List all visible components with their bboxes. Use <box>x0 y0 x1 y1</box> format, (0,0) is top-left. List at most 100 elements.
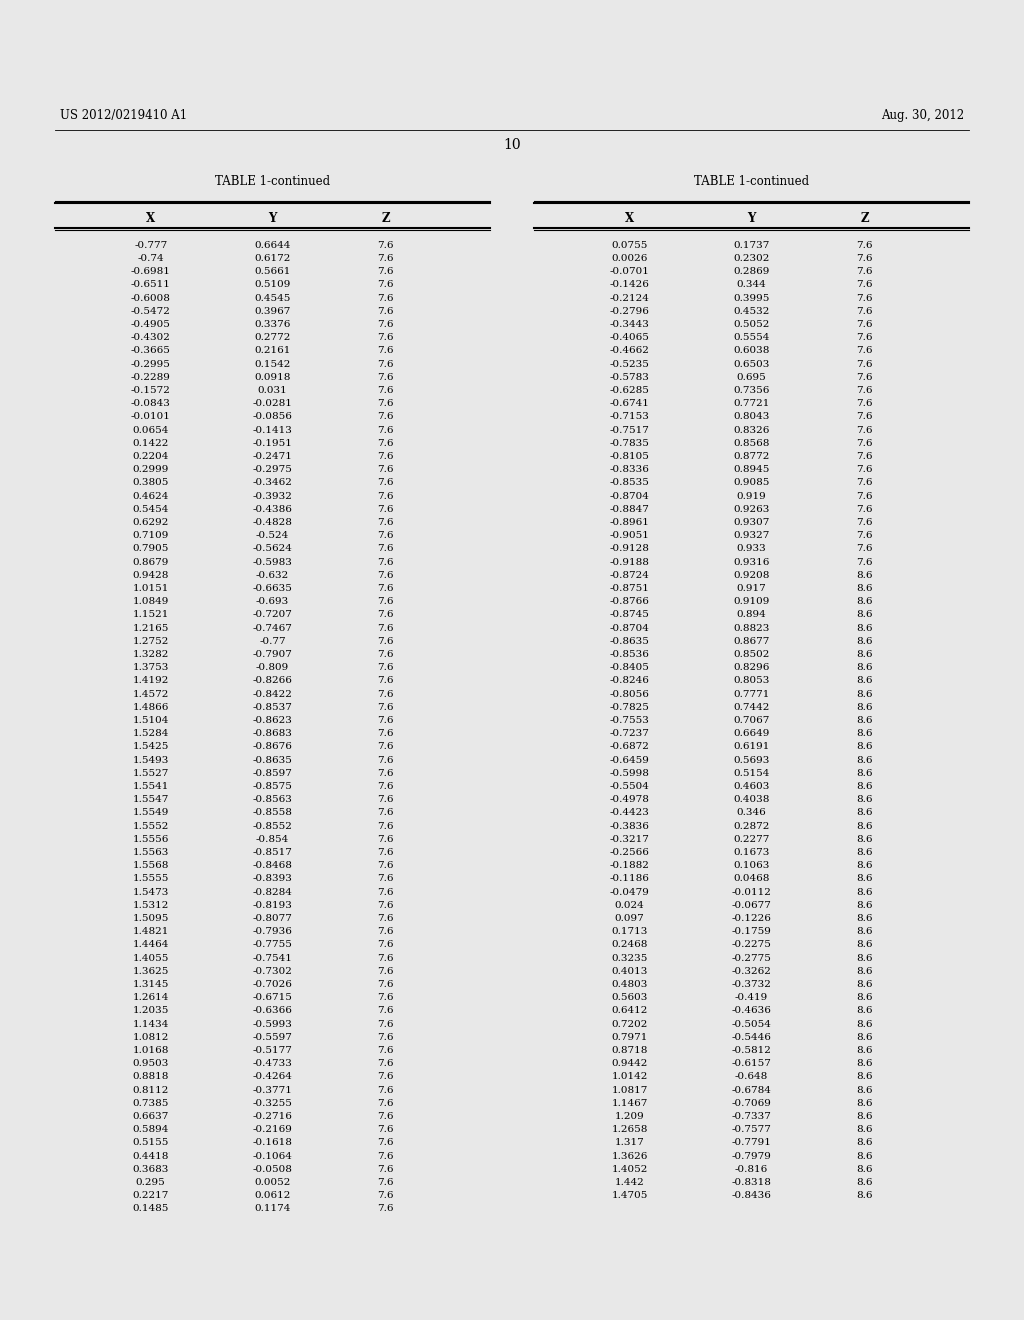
Text: 0.1673: 0.1673 <box>733 847 770 857</box>
Text: 7.6: 7.6 <box>378 715 394 725</box>
Text: -0.8847: -0.8847 <box>609 504 649 513</box>
Text: -0.7907: -0.7907 <box>253 649 293 659</box>
Text: 7.6: 7.6 <box>378 583 394 593</box>
Text: -0.4065: -0.4065 <box>609 333 649 342</box>
Text: 7.6: 7.6 <box>856 425 872 434</box>
Text: 1.0849: 1.0849 <box>132 597 169 606</box>
Text: -0.8266: -0.8266 <box>253 676 293 685</box>
Text: 0.3235: 0.3235 <box>611 953 648 962</box>
Text: 0.5661: 0.5661 <box>254 267 291 276</box>
Text: 8.6: 8.6 <box>856 729 872 738</box>
Text: 7.6: 7.6 <box>378 979 394 989</box>
Text: -0.2975: -0.2975 <box>253 465 293 474</box>
Text: 7.6: 7.6 <box>856 293 872 302</box>
Text: 1.442: 1.442 <box>614 1177 644 1187</box>
Text: 1.4821: 1.4821 <box>132 927 169 936</box>
Text: 0.7905: 0.7905 <box>132 544 169 553</box>
Text: 1.5284: 1.5284 <box>132 729 169 738</box>
Text: 7.6: 7.6 <box>378 702 394 711</box>
Text: 0.9442: 0.9442 <box>611 1059 648 1068</box>
Text: TABLE 1-continued: TABLE 1-continued <box>215 176 330 187</box>
Text: 8.6: 8.6 <box>856 979 872 989</box>
Text: 0.6292: 0.6292 <box>132 517 169 527</box>
Text: 0.5052: 0.5052 <box>733 319 770 329</box>
Text: 7.6: 7.6 <box>378 240 394 249</box>
Text: -0.1572: -0.1572 <box>131 385 171 395</box>
Text: 0.8502: 0.8502 <box>733 649 770 659</box>
Text: -0.816: -0.816 <box>735 1164 768 1173</box>
Text: -0.8575: -0.8575 <box>253 781 293 791</box>
Text: 0.4603: 0.4603 <box>733 781 770 791</box>
Text: -0.8393: -0.8393 <box>253 874 293 883</box>
Text: 7.6: 7.6 <box>378 1151 394 1160</box>
Text: 7.6: 7.6 <box>378 795 394 804</box>
Text: 7.6: 7.6 <box>378 333 394 342</box>
Text: -0.7835: -0.7835 <box>609 438 649 447</box>
Text: 7.6: 7.6 <box>378 478 394 487</box>
Text: 1.5312: 1.5312 <box>132 900 169 909</box>
Text: 0.1422: 0.1422 <box>132 438 169 447</box>
Text: 7.6: 7.6 <box>378 293 394 302</box>
Text: 7.6: 7.6 <box>378 821 394 830</box>
Text: -0.3665: -0.3665 <box>131 346 171 355</box>
Text: 0.5154: 0.5154 <box>733 768 770 777</box>
Text: 7.6: 7.6 <box>378 689 394 698</box>
Text: -0.7337: -0.7337 <box>731 1111 771 1121</box>
Text: 7.6: 7.6 <box>856 240 872 249</box>
Text: 0.2302: 0.2302 <box>733 253 770 263</box>
Text: 8.6: 8.6 <box>856 966 872 975</box>
Text: 7.6: 7.6 <box>856 319 872 329</box>
Text: -0.7755: -0.7755 <box>253 940 293 949</box>
Text: 7.6: 7.6 <box>378 253 394 263</box>
Text: 0.4038: 0.4038 <box>733 795 770 804</box>
Text: 0.0918: 0.0918 <box>254 372 291 381</box>
Text: -0.0281: -0.0281 <box>253 399 293 408</box>
Text: 1.5556: 1.5556 <box>132 834 169 843</box>
Text: 7.6: 7.6 <box>378 1019 394 1028</box>
Text: 0.9307: 0.9307 <box>733 517 770 527</box>
Text: -0.0508: -0.0508 <box>253 1164 293 1173</box>
Text: 1.3282: 1.3282 <box>132 649 169 659</box>
Text: 8.6: 8.6 <box>856 636 872 645</box>
Text: 0.894: 0.894 <box>736 610 766 619</box>
Text: 7.6: 7.6 <box>856 451 872 461</box>
Text: -0.8558: -0.8558 <box>253 808 293 817</box>
Text: -0.8077: -0.8077 <box>253 913 293 923</box>
Text: 0.097: 0.097 <box>614 913 644 923</box>
Text: -0.4662: -0.4662 <box>609 346 649 355</box>
Text: -0.4733: -0.4733 <box>253 1059 293 1068</box>
Text: 1.5104: 1.5104 <box>132 715 169 725</box>
Text: 8.6: 8.6 <box>856 834 872 843</box>
Text: -0.3836: -0.3836 <box>609 821 649 830</box>
Text: Aug. 30, 2012: Aug. 30, 2012 <box>881 108 964 121</box>
Text: 1.0151: 1.0151 <box>132 583 169 593</box>
Text: 1.5568: 1.5568 <box>132 861 169 870</box>
Text: 7.6: 7.6 <box>378 834 394 843</box>
Text: -0.8193: -0.8193 <box>253 900 293 909</box>
Text: 7.6: 7.6 <box>378 742 394 751</box>
Text: 7.6: 7.6 <box>856 399 872 408</box>
Text: 8.6: 8.6 <box>856 1164 872 1173</box>
Text: 7.6: 7.6 <box>378 927 394 936</box>
Text: 7.6: 7.6 <box>378 874 394 883</box>
Text: 7.6: 7.6 <box>378 755 394 764</box>
Text: 1.0817: 1.0817 <box>611 1085 648 1094</box>
Text: 7.6: 7.6 <box>856 465 872 474</box>
Text: -0.7026: -0.7026 <box>253 979 293 989</box>
Text: 0.5155: 0.5155 <box>132 1138 169 1147</box>
Text: 7.6: 7.6 <box>378 1191 394 1200</box>
Text: -0.8056: -0.8056 <box>609 689 649 698</box>
Text: 1.1521: 1.1521 <box>132 610 169 619</box>
Text: -0.2124: -0.2124 <box>609 293 649 302</box>
Text: 1.5493: 1.5493 <box>132 755 169 764</box>
Text: 0.5454: 0.5454 <box>132 504 169 513</box>
Text: 0.8326: 0.8326 <box>733 425 770 434</box>
Text: -0.0479: -0.0479 <box>609 887 649 896</box>
Text: 8.6: 8.6 <box>856 821 872 830</box>
Text: -0.8318: -0.8318 <box>731 1177 771 1187</box>
Text: 0.8677: 0.8677 <box>733 636 770 645</box>
Text: -0.5783: -0.5783 <box>609 372 649 381</box>
Text: -0.7153: -0.7153 <box>609 412 649 421</box>
Text: -0.5998: -0.5998 <box>609 768 649 777</box>
Text: -0.8517: -0.8517 <box>253 847 293 857</box>
